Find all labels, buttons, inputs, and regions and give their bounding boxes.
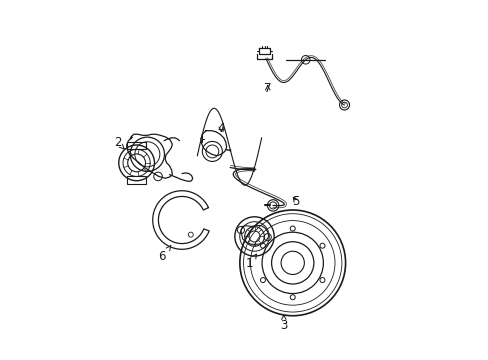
Text: 1: 1 [245, 254, 256, 270]
Text: 5: 5 [292, 195, 299, 208]
Text: 6: 6 [158, 246, 170, 263]
Text: 7: 7 [264, 82, 271, 95]
Text: 4: 4 [217, 122, 224, 135]
Text: 2: 2 [114, 136, 124, 149]
Text: 3: 3 [280, 315, 287, 332]
